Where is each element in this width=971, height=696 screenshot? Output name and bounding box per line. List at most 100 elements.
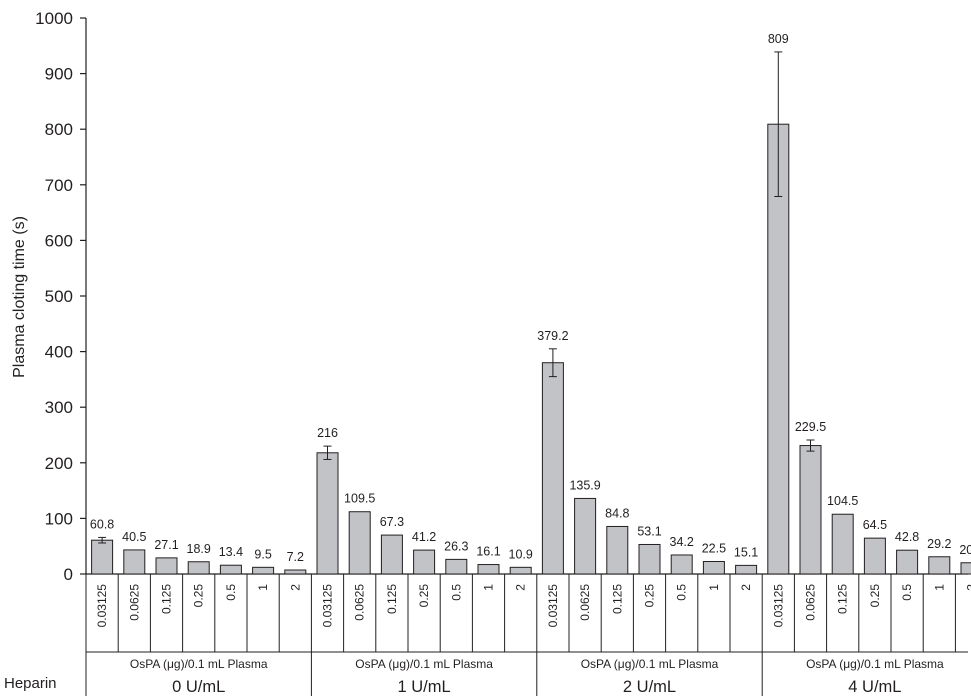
x-tick-label: 0.0625 (804, 584, 818, 621)
data-label: 10.9 (509, 547, 533, 561)
data-label: 29.2 (927, 537, 951, 551)
data-label: 41.2 (412, 530, 436, 544)
data-label: 26.3 (444, 539, 468, 553)
bar (509, 566, 532, 575)
data-label: 34.2 (670, 535, 694, 549)
y-tick-label: 200 (45, 454, 73, 473)
data-label: 22.5 (702, 541, 726, 555)
x-tick-label: 0.0625 (353, 584, 367, 621)
x-tick-label: 1 (932, 584, 946, 591)
data-label: 67.3 (380, 515, 404, 529)
data-label: 16.1 (476, 545, 500, 559)
data-label: 379.2 (537, 329, 568, 343)
x-tick-label: 0.125 (836, 584, 850, 614)
x-tick-label: 2 (288, 584, 302, 591)
group-label: 1 U/mL (398, 678, 451, 696)
x-tick-label: 0.0625 (578, 584, 592, 621)
bar (574, 497, 597, 575)
x-tick-label: 1 (482, 584, 496, 591)
x-tick-label: 0.25 (417, 584, 431, 608)
bar (831, 513, 854, 575)
row-label-heparin: Heparin (4, 675, 57, 692)
bar (670, 554, 693, 575)
bar (413, 549, 436, 575)
x-tick-label: 0.25 (643, 584, 657, 608)
y-tick-label: 400 (45, 343, 73, 362)
bar (123, 549, 146, 575)
data-label: 104.5 (827, 494, 858, 508)
y-tick-label: 100 (45, 509, 73, 528)
data-label: 84.8 (605, 506, 629, 520)
x-tick-label: 2 (514, 584, 528, 591)
x-tick-label: 0.125 (385, 584, 399, 614)
x-tick-label: 0.5 (675, 584, 689, 601)
bar (155, 557, 178, 575)
bar (735, 564, 758, 575)
y-axis-label: Plasma cloting time (s) (11, 216, 28, 378)
data-label: 40.5 (122, 530, 146, 544)
data-label: 809 (768, 32, 789, 46)
x-tick-label: 0.25 (192, 584, 206, 608)
y-tick-label: 800 (45, 120, 73, 139)
group-subtitle: OsPA (μg)/0.1 mL Plasma (130, 657, 268, 671)
group-subtitle: OsPA (μg)/0.1 mL Plasma (806, 657, 944, 671)
bar (606, 525, 629, 575)
bar (91, 539, 114, 575)
bar (252, 566, 275, 575)
bar (799, 445, 822, 575)
plot-area: 0 100 200 300 400 500 600 700 800 900 1000 60.8 0.03… (35, 9, 971, 696)
y-tick-label: 1000 (35, 9, 73, 28)
x-tick-label: 0.03125 (771, 584, 785, 628)
data-label: 109.5 (344, 492, 375, 506)
x-tick-label: 1 (707, 584, 721, 591)
x-tick-label: 0.5 (900, 584, 914, 601)
x-tick-label: 2 (965, 584, 971, 591)
data-label: 13.4 (219, 545, 243, 559)
x-tick-label: 0.03125 (321, 584, 335, 628)
y-tick-label: 900 (45, 65, 73, 84)
group-subtitle: OsPA (μg)/0.1 mL Plasma (355, 657, 493, 671)
y-tick-label: 500 (45, 287, 73, 306)
data-label: 9.5 (254, 547, 271, 561)
x-tick-label: 0.0625 (127, 584, 141, 621)
group-subtitle: OsPA (μg)/0.1 mL Plasma (581, 657, 719, 671)
data-label: 20.2 (959, 543, 971, 557)
x-tick-label: 0.03125 (546, 584, 560, 628)
bar (541, 362, 564, 575)
y-tick-label: 600 (45, 231, 73, 250)
data-label: 27.1 (154, 538, 178, 552)
data-label: 216 (317, 426, 338, 440)
bar (960, 562, 971, 575)
y-tick-label: 0 (64, 565, 73, 584)
group-label: 4 U/mL (848, 678, 901, 696)
data-label: 60.8 (90, 517, 114, 531)
y-tick-label: 300 (45, 398, 73, 417)
x-tick-label: 0.125 (160, 584, 174, 614)
bar (348, 511, 371, 575)
group-label: 0 U/mL (172, 678, 225, 696)
bar (863, 537, 886, 575)
bar (477, 564, 500, 575)
data-label: 64.5 (863, 518, 887, 532)
bar (219, 564, 242, 575)
x-tick-label: 0.03125 (95, 584, 109, 628)
bar (445, 558, 468, 575)
group-label: 2 U/mL (623, 678, 676, 696)
bar (638, 543, 661, 575)
x-tick-label: 0.125 (610, 584, 624, 614)
bar (187, 561, 210, 575)
bar (284, 569, 307, 575)
bar (380, 534, 403, 575)
bar (896, 549, 919, 575)
x-tick-label: 0.5 (449, 584, 463, 601)
x-tick-label: 2 (739, 584, 753, 591)
data-label: 53.1 (637, 524, 661, 538)
bar (316, 452, 339, 575)
bar (702, 560, 725, 575)
data-label: 229.5 (795, 420, 826, 434)
data-label: 15.1 (734, 545, 758, 559)
y-tick-label: 700 (45, 176, 73, 195)
data-label: 42.8 (895, 530, 919, 544)
bar (928, 556, 951, 575)
